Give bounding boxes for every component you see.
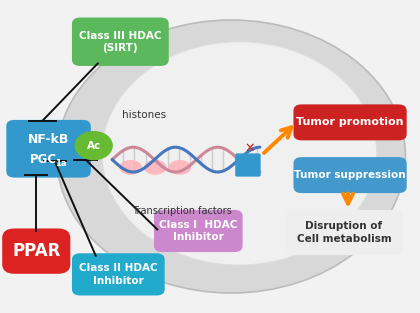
Text: histones: histones [122,110,167,120]
FancyBboxPatch shape [2,228,70,274]
FancyBboxPatch shape [154,210,243,252]
Text: Transcription factors: Transcription factors [132,206,232,216]
Text: ✕: ✕ [244,142,255,155]
FancyBboxPatch shape [294,104,407,140]
Text: PPAR: PPAR [12,242,60,260]
FancyBboxPatch shape [6,120,91,177]
FancyBboxPatch shape [72,18,169,66]
Text: Tumor promotion: Tumor promotion [297,117,404,127]
Text: PGC: PGC [30,153,57,166]
FancyBboxPatch shape [72,253,165,295]
Text: NF-kB: NF-kB [28,133,69,146]
Text: Disruption of
Cell metabolism: Disruption of Cell metabolism [297,221,391,244]
Text: Class I  HDAC
Inhibitor: Class I HDAC Inhibitor [159,220,237,242]
Circle shape [75,132,112,160]
Ellipse shape [144,160,166,175]
Text: 1a: 1a [55,159,67,168]
Text: Class III HDAC
(SIRT): Class III HDAC (SIRT) [79,31,162,53]
Ellipse shape [57,20,405,293]
Ellipse shape [119,160,142,175]
Text: Tumor suppression: Tumor suppression [294,170,406,180]
Ellipse shape [102,42,377,265]
FancyBboxPatch shape [294,157,407,193]
Text: Ac: Ac [87,141,101,151]
Ellipse shape [168,160,191,175]
Text: Class II HDAC
Inhibitor: Class II HDAC Inhibitor [79,263,158,285]
FancyBboxPatch shape [285,210,403,255]
FancyBboxPatch shape [235,153,261,177]
